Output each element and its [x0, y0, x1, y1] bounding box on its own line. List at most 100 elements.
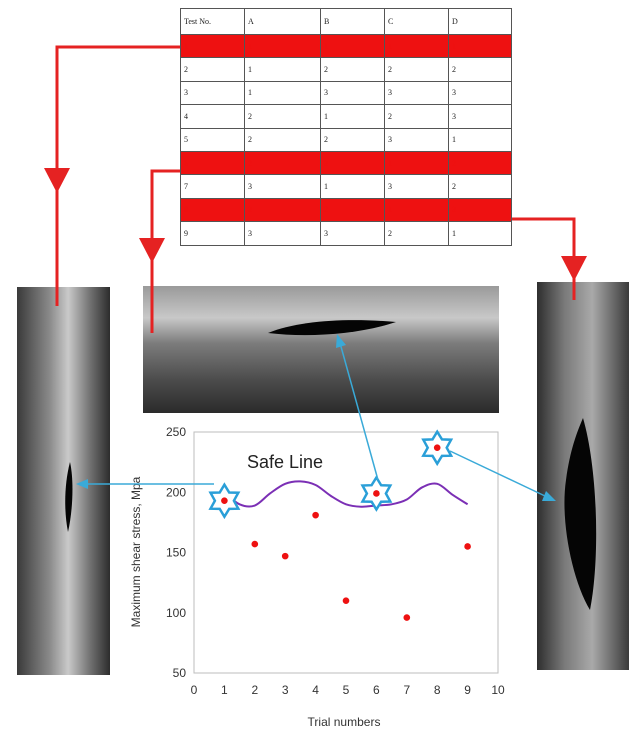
data-point — [342, 597, 350, 604]
data-point — [433, 444, 441, 451]
blue-line-right — [449, 450, 546, 497]
table-cell: 3 — [244, 174, 321, 199]
table-cell: 2 — [448, 174, 512, 199]
table-cell: 4 — [180, 104, 245, 129]
arrowhead-right — [561, 256, 587, 281]
y-tick-label: 250 — [166, 425, 186, 439]
x-tick-label: 8 — [434, 683, 441, 697]
table-cell: 1 — [244, 33, 321, 59]
y-tick-label: 150 — [166, 546, 186, 560]
y-tick-label: 100 — [166, 606, 186, 620]
middle-pipe-photo — [143, 286, 499, 413]
x-tick-label: 9 — [464, 683, 471, 697]
table-cell: 1 — [384, 150, 449, 176]
data-point — [464, 543, 471, 550]
arrowhead-left — [44, 168, 70, 193]
header-cell: B — [320, 8, 385, 35]
table-cell: 3 — [320, 80, 385, 106]
table-cell: 2 — [384, 104, 449, 129]
data-point — [403, 614, 411, 621]
blue-arrowheads — [76, 334, 556, 501]
arrowhead-middle — [139, 238, 165, 263]
table-cell: 2 — [448, 150, 512, 176]
table-cell: 2 — [448, 57, 512, 82]
header-cell: Test No. — [180, 8, 245, 35]
table-cell: 1 — [448, 127, 512, 152]
safe-line-layer — [223, 480, 469, 508]
axes: 0 1 2 3 4 5 6 7 8 9 10 50 100 150 200 250 — [166, 425, 505, 697]
table-cell: 7 — [180, 174, 245, 199]
table-cell: 3 — [320, 150, 385, 176]
table-cell: 2 — [244, 150, 321, 176]
table-cell: 3 — [244, 197, 321, 223]
table-cell: 3 — [448, 197, 512, 223]
safe-line — [223, 480, 469, 508]
safe-line-label: Safe Line — [247, 452, 323, 472]
table-cell: 1 — [180, 33, 245, 59]
x-tick-label: 7 — [403, 683, 410, 697]
table-cell: 2 — [180, 57, 245, 82]
data-point — [281, 552, 289, 560]
blue-arrowhead-left — [76, 479, 88, 489]
table-cell: 1 — [320, 33, 385, 59]
table-cell: 1 — [244, 57, 321, 82]
plot-area — [193, 431, 499, 674]
table-cell: 2 — [320, 127, 385, 152]
connector-row1 — [55, 45, 182, 306]
middle-pipe-crack — [268, 320, 396, 336]
table-cell: 5 — [180, 127, 245, 152]
x-tick-label: 1 — [221, 683, 228, 697]
table-cell: 3 — [384, 127, 449, 152]
header-cell: D — [448, 8, 512, 35]
x-tick-label: 5 — [343, 683, 350, 697]
red-arrowheads — [44, 168, 587, 281]
left-pipe-crack — [65, 462, 73, 532]
y-tick-label: 200 — [166, 485, 186, 499]
data-point — [251, 540, 259, 548]
right-pipe-crack — [564, 418, 597, 610]
table-cell: 1 — [384, 197, 449, 223]
table-cell: 2 — [244, 104, 321, 129]
x-tick-label: 10 — [491, 683, 505, 697]
table-cell: 6 — [180, 150, 245, 176]
x-tick-label: 0 — [191, 683, 198, 697]
table-cell: 1 — [448, 221, 512, 246]
x-tick-label: 6 — [373, 683, 380, 697]
x-tick-label: 2 — [251, 683, 258, 697]
table-cell: 1 — [320, 104, 385, 129]
blue-arrowhead-right — [542, 491, 556, 501]
x-tick-label: 4 — [312, 683, 319, 697]
table-cell: 3 — [320, 221, 385, 246]
table-cell: 3 — [180, 80, 245, 106]
table-cell: 3 — [384, 174, 449, 199]
x-tick-label: 3 — [282, 683, 289, 697]
table-cell: 2 — [384, 221, 449, 246]
table-cell: 3 — [384, 80, 449, 106]
header-cell: A — [244, 8, 321, 35]
table-cell: 1 — [448, 33, 512, 59]
blue-arrowhead-middle — [336, 334, 346, 348]
table-cell: 9 — [180, 221, 245, 246]
table-cell: 1 — [244, 80, 321, 106]
x-axis-label: Trial numbers — [308, 715, 381, 729]
data-point — [373, 490, 380, 497]
table-cell: 3 — [448, 104, 512, 129]
connector-row6 — [150, 169, 182, 333]
table-header-row: Test No. A B C D — [180, 8, 512, 35]
table-cell: 1 — [320, 174, 385, 199]
table-cell: 2 — [384, 57, 449, 82]
header-cell: C — [384, 8, 449, 35]
table-cell: 2 — [320, 197, 385, 223]
table-cell: 1 — [384, 33, 449, 59]
blue-line-middle — [339, 342, 379, 481]
